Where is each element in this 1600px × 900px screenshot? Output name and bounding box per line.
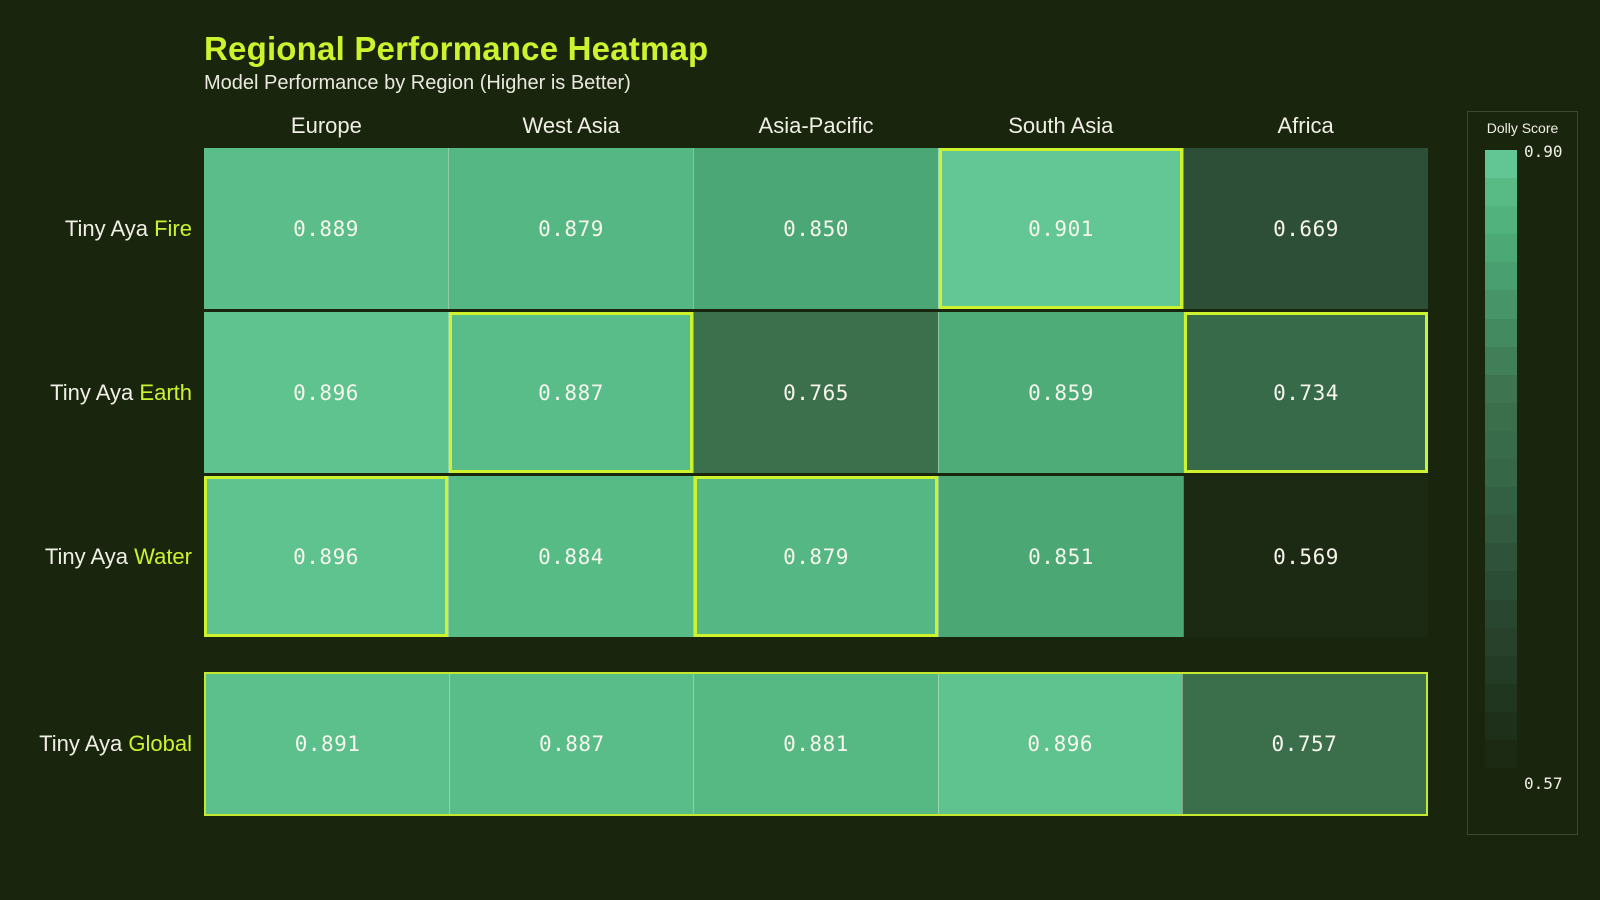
cell-value: 0.851 — [1028, 544, 1094, 569]
heatmap-cell: 0.891 — [206, 674, 450, 814]
colorbar-max-label: 0.90 — [1524, 142, 1563, 161]
colorbar-step — [1485, 150, 1517, 179]
global-row: 0.891 0.887 0.881 0.896 0.757 — [204, 672, 1428, 816]
cell-value: 0.896 — [293, 380, 359, 405]
cell-value: 0.901 — [1028, 216, 1094, 241]
heatmap-cell: 0.896 — [204, 476, 448, 637]
heatmap-cell: 0.881 — [693, 674, 938, 814]
column-headers: Europe West Asia Asia-Pacific South Asia Afr… — [204, 110, 1428, 142]
colorbar-step — [1485, 543, 1517, 572]
colorbar-min-label: 0.57 — [1524, 774, 1563, 793]
cell-value: 0.879 — [538, 216, 604, 241]
column-header: Africa — [1277, 113, 1334, 138]
row-label-prefix: Tiny Aya — [50, 379, 140, 405]
colorbar-step — [1485, 655, 1517, 684]
cell-value: 0.887 — [538, 380, 604, 405]
row-label-prefix: Tiny Aya — [64, 215, 155, 241]
heatmap-cell: 0.850 — [693, 148, 938, 309]
colorbar-step — [1485, 262, 1517, 291]
heatmap-cell: 0.896 — [204, 312, 448, 473]
heatmap-row: 0.896 0.884 0.879 0.851 0.569 — [204, 476, 1428, 637]
colorbar-step — [1485, 711, 1517, 740]
row-label-prefix: Tiny Aya — [39, 731, 129, 756]
cell-value: 0.734 — [1273, 380, 1339, 405]
heatmap-cell: 0.569 — [1183, 476, 1428, 637]
colorbar-step — [1485, 290, 1517, 319]
colorbar-step — [1485, 206, 1517, 235]
heatmap-cell: 0.757 — [1181, 674, 1427, 814]
colorbar-step — [1485, 683, 1517, 712]
heatmap-cell: 0.879 — [448, 148, 693, 309]
row-labels: Tiny Aya Fire Tiny Aya Earth Tiny Aya Wate… — [0, 148, 192, 637]
heatmap-cell: 0.896 — [937, 674, 1182, 814]
colorbar-step — [1485, 627, 1517, 656]
colorbar-step — [1485, 430, 1517, 460]
cell-value: 0.757 — [1271, 732, 1338, 756]
row-label-accent: Global — [128, 731, 192, 756]
colorbar-step — [1485, 599, 1517, 628]
cell-value: 0.569 — [1273, 544, 1339, 569]
colorbar-title: Dolly Score — [1486, 120, 1559, 136]
heatmap-cell: 0.734 — [1183, 312, 1428, 473]
heatmap-grid: 0.889 0.879 0.850 0.901 0.669 0.896 0.887 0.765… — [204, 148, 1428, 637]
row-label: Tiny Aya Fire — [0, 148, 192, 309]
colorbar: Dolly Score 0.90 0.57 — [1467, 111, 1578, 835]
cell-value: 0.850 — [783, 216, 849, 241]
cell-value: 0.887 — [538, 732, 605, 756]
heatmap-cell: 0.851 — [938, 476, 1183, 637]
heatmap-cell: 0.879 — [693, 476, 938, 637]
row-label: Tiny Aya Water — [0, 476, 192, 637]
colorbar-step — [1485, 178, 1517, 207]
chart-title: Regional Performance Heatmap — [204, 30, 709, 67]
cell-value: 0.765 — [783, 380, 849, 405]
colorbar-step — [1485, 515, 1517, 544]
chart-subtitle: Model Performance by Region (Higher is B… — [204, 72, 631, 94]
colorbar-gradient — [1485, 150, 1517, 769]
colorbar-step — [1485, 739, 1517, 769]
colorbar-step — [1485, 374, 1517, 403]
column-header: Europe — [290, 113, 362, 138]
cell-value: 0.896 — [293, 544, 359, 569]
heatmap-cell: 0.859 — [938, 312, 1183, 473]
cell-value: 0.859 — [1028, 380, 1094, 405]
column-header: South Asia — [1008, 113, 1114, 138]
heatmap-cell: 0.889 — [204, 148, 448, 309]
global-row-label: Tiny Aya Global — [0, 672, 192, 816]
cell-value: 0.884 — [538, 544, 604, 569]
colorbar-step — [1485, 346, 1517, 375]
row-label-accent: Water — [134, 543, 192, 569]
heatmap-cell: 0.887 — [449, 674, 694, 814]
colorbar-step — [1485, 487, 1517, 516]
cell-value: 0.879 — [783, 544, 849, 569]
row-label-accent: Earth — [139, 379, 192, 405]
row-label-accent: Fire — [154, 215, 192, 241]
column-header: Asia-Pacific — [758, 113, 874, 138]
cell-value: 0.881 — [783, 732, 849, 756]
cell-value: 0.669 — [1273, 216, 1339, 241]
colorbar-step — [1485, 234, 1517, 263]
colorbar-step — [1485, 459, 1517, 488]
row-label: Tiny Aya Earth — [0, 312, 192, 473]
colorbar-step — [1485, 318, 1517, 347]
heatmap-row: 0.889 0.879 0.850 0.901 0.669 — [204, 148, 1428, 309]
heatmap-cell: 0.884 — [448, 476, 693, 637]
colorbar-step — [1485, 402, 1517, 431]
heatmap-cell: 0.765 — [693, 312, 938, 473]
column-header: West Asia — [522, 113, 620, 138]
colorbar-step — [1485, 571, 1517, 600]
heatmap-cell: 0.669 — [1183, 148, 1428, 309]
cell-value: 0.889 — [293, 216, 359, 241]
row-label-prefix: Tiny Aya — [44, 543, 135, 569]
cell-value: 0.891 — [294, 732, 361, 756]
cell-value: 0.896 — [1027, 732, 1094, 756]
heatmap-cell: 0.901 — [938, 148, 1183, 309]
heatmap-row: 0.896 0.887 0.765 0.859 0.734 — [204, 312, 1428, 473]
heatmap-cell: 0.887 — [448, 312, 693, 473]
